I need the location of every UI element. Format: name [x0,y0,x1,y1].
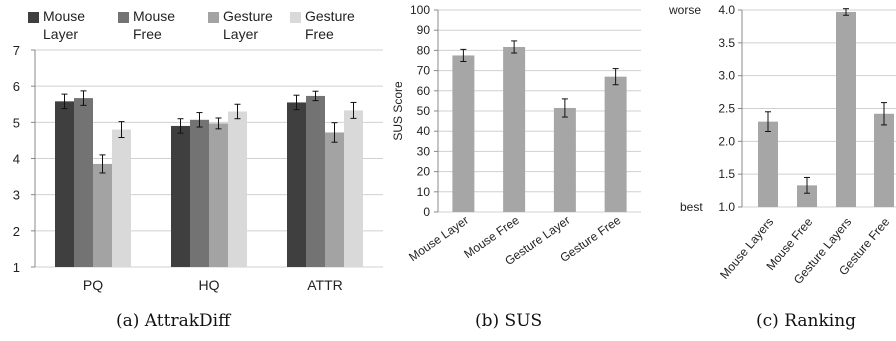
ytick-label-b: 10 [417,185,431,199]
legend-swatch-a-2 [208,12,219,23]
ytick-label-b: 0 [423,205,430,219]
ytick-label-a: 2 [13,224,20,239]
ytick-label-b: 90 [417,23,431,37]
ytick-label-a: 7 [13,43,20,58]
bar-a-0-1 [74,98,93,267]
legend-label-a: Mouse [133,8,175,24]
bar-c-3 [874,113,894,207]
ytick-label-a: 5 [13,115,20,130]
xtick-label-c: Mouse Layers [717,215,776,282]
ytick-label-a: 3 [13,188,20,203]
y-axis-title-b: SUS Score [391,81,405,141]
legend-label-a: Layer [43,26,78,42]
caption-sus: (b) SUS [475,311,543,331]
bar-b-1 [503,46,526,212]
bar-b-3 [604,76,627,212]
xtick-label-a: PQ [83,277,103,293]
bar-a-2-1 [306,95,325,267]
ytick-label-c: 1.0 [718,200,735,214]
legend-label-a: Gesture [223,8,273,24]
legend-swatch-a-1 [118,12,129,23]
bar-b-2 [553,107,576,212]
legend-swatch-a-0 [28,12,39,23]
legend-swatch-a-3 [290,12,301,23]
ytick-label-c: 2.0 [718,134,735,148]
bar-a-0-0 [55,101,74,268]
ytick-label-b: 40 [417,124,431,138]
legend-label-a: Free [133,26,162,42]
bar-b-0 [452,55,475,213]
ytick-label-c: 3.0 [718,69,735,83]
caption-ranking: (c) Ranking [756,311,857,331]
bar-a-0-2 [93,163,112,267]
ytick-label-c: 3.5 [718,36,735,50]
xtick-label-a: ATTR [307,277,343,293]
bar-a-2-2 [325,132,344,267]
ytick-label-b: 70 [417,64,431,78]
ytick-label-b: 30 [417,144,431,158]
bar-c-2 [836,11,856,207]
ytick-label-a: 1 [13,260,20,275]
bar-c-0 [758,121,778,207]
xtick-label-a: HQ [199,277,220,293]
ytick-label-c: 1.5 [718,167,735,181]
legend-label-a: Mouse [43,8,85,24]
bar-a-1-2 [209,123,228,267]
bar-a-1-3 [228,111,247,267]
ytick-label-b: 80 [417,43,431,57]
ytick-label-b: 60 [417,84,431,98]
bar-c-1 [797,185,817,207]
legend-label-a: Layer [223,26,258,42]
bar-a-2-0 [287,102,306,267]
ytick-label-b: 100 [410,3,430,17]
ytick-label-b: 50 [417,104,431,118]
bar-a-1-1 [190,119,209,267]
ytick-label-a: 6 [13,79,20,94]
ytick-prefix-worse: worse [668,3,701,17]
ytick-label-c: 4.0 [718,3,735,17]
caption-attrakdiff: (a) AttrakDiff [116,311,231,331]
legend-label-a: Free [305,26,334,42]
bar-a-0-3 [112,129,131,267]
ytick-prefix-best: best [680,200,703,214]
legend-label-a: Gesture [305,8,355,24]
bar-a-2-3 [344,110,363,267]
ytick-label-c: 2.5 [718,102,735,116]
ytick-label-a: 4 [13,152,20,167]
ytick-label-b: 20 [417,165,431,179]
xtick-label-b: Mouse Layer [406,213,471,264]
bar-a-1-0 [171,125,190,267]
